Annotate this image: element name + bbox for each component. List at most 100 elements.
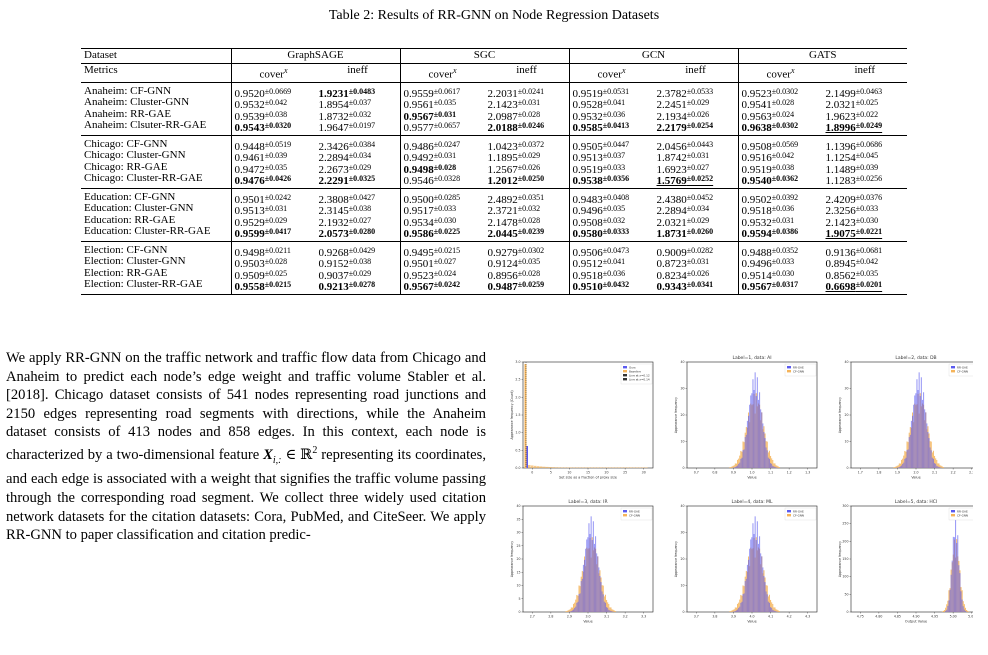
- method-name-cell: Anaheim: CF-GNN Anaheim: Cluster-GNN Anahe…: [81, 82, 231, 136]
- bar-rr-gae: [604, 602, 606, 612]
- bar-baseline: [567, 467, 570, 468]
- bar-rr-gae: [744, 437, 746, 468]
- legend-swatch: [623, 514, 627, 517]
- table-value: 2.3145±0.038: [319, 203, 397, 217]
- bar-rr-gae: [599, 575, 601, 612]
- bar-rr-gae: [735, 610, 737, 612]
- bar-rr-gae: [740, 602, 742, 612]
- bar-cf-gnn: [735, 463, 737, 468]
- value-mean: 0.9512: [572, 258, 603, 271]
- bar-rr-gae: [932, 458, 934, 468]
- bar-rr-gae: [937, 466, 939, 468]
- y-tick-label: 50: [844, 592, 848, 596]
- table-row: Chicago: CF-GNN Chicago: Cluster-GNN Chica…: [81, 135, 907, 189]
- bar-rr-gae: [754, 516, 756, 612]
- bar-rr-gae: [771, 463, 773, 468]
- legend-label: RR-GAE: [629, 509, 640, 513]
- value-cell: 2.4892±0.0351 2.3721±0.032 2.1478±0.028 2.0…: [484, 188, 569, 242]
- value-std: ±0.030: [855, 215, 879, 225]
- x-tick-label: 1.3: [805, 471, 810, 475]
- value-mean: 1.1396: [825, 140, 856, 153]
- x-tick-label: 3.1: [604, 615, 609, 619]
- bar-rr-gae: [913, 404, 915, 468]
- y-tick-label: 0.5: [515, 448, 520, 452]
- bar-rr-gae: [902, 463, 904, 468]
- bar-rr-gae: [602, 594, 604, 612]
- bar-rr-gae: [749, 404, 751, 468]
- bar-baseline: [573, 467, 576, 468]
- value-cell: 0.9523±0.0302 0.9541±0.028 0.9563±0.024 0.9…: [737, 82, 823, 136]
- bar-cf-gnn: [770, 455, 772, 468]
- bar-rr-gae: [760, 409, 762, 468]
- value-std: ±0.0254: [686, 121, 714, 131]
- table-value: 2.4209±0.0376: [826, 192, 905, 206]
- value-mean: 2.2673: [318, 163, 349, 176]
- value-mean: 1.2012: [487, 175, 518, 188]
- value-std: ±0.035: [517, 257, 541, 267]
- value-std: ±0.0417: [264, 227, 292, 237]
- value-mean: 0.9546: [403, 175, 434, 188]
- y-tick-label: 1.0: [515, 431, 520, 435]
- bar-rr-gae: [948, 600, 950, 612]
- value-mean: 2.2894: [656, 205, 687, 218]
- table-value: 0.9498±0.028: [404, 162, 482, 176]
- bar-baseline: [642, 467, 645, 468]
- table-value: 0.9506±0.0473: [572, 245, 651, 259]
- value-mean: 0.9279: [487, 246, 518, 259]
- table-value: 0.9483±0.0408: [573, 192, 651, 206]
- bar-rr-gae: [753, 534, 755, 612]
- legend-label: CF-GNN: [629, 513, 640, 517]
- table-value: 0.9487±0.0259: [487, 279, 566, 294]
- table-value: 0.9540±0.0362: [742, 173, 820, 187]
- value-mean: 0.9517: [403, 205, 434, 218]
- bar-cf-gnn: [738, 602, 740, 612]
- table-value: 0.9561±0.035: [404, 97, 482, 111]
- value-std: ±0.0333: [602, 227, 630, 237]
- value-mean: 0.9487: [487, 281, 518, 294]
- value-mean: 0.9523: [741, 87, 772, 100]
- bar-rr-gae: [735, 466, 737, 468]
- value-cell: 0.9500±0.0285 0.9517±0.033 0.9534±0.030 0.9…: [399, 188, 485, 242]
- dataset-group: Education: CF-GNN Education: Cluster-GNN E…: [81, 188, 907, 242]
- value-std: ±0.029: [686, 215, 710, 225]
- table-value: 1.0423±0.0372: [488, 139, 566, 153]
- table-value: 0.9448±0.0519: [235, 139, 313, 153]
- value-cell: 0.9488±0.0352 0.9496±0.033 0.9514±0.030 0.9…: [737, 241, 823, 295]
- value-mean: 0.9513: [572, 152, 603, 165]
- value-mean: 0.9528: [572, 99, 603, 112]
- bar-rr-gae: [609, 610, 611, 612]
- bar-rr-gae: [923, 392, 925, 468]
- value-mean: 0.9518: [572, 269, 603, 282]
- bar-rr-gae: [597, 556, 599, 612]
- value-mean: 0.9506: [572, 246, 603, 259]
- x-tick-label: 10: [567, 471, 571, 475]
- table-value: 0.9213±0.0278: [319, 279, 397, 293]
- table-value: 0.9508±0.032: [573, 215, 651, 229]
- bar-rr-gae: [767, 601, 769, 612]
- bar-rr-gae: [905, 457, 907, 468]
- legend-label: CF-GNN: [957, 369, 968, 373]
- value-std: ±0.026: [686, 268, 710, 278]
- y-tick-label: 40: [680, 360, 684, 364]
- table-value: 0.9501±0.027: [404, 256, 482, 270]
- value-std: ±0.0211: [264, 245, 291, 255]
- table-value: 0.9580±0.0333: [573, 226, 651, 240]
- bar-rr-gae: [958, 565, 960, 612]
- bar-cf-gnn: [569, 609, 571, 612]
- table-value: 1.8954±0.037: [319, 97, 397, 111]
- bar-rr-gae: [767, 457, 769, 468]
- bar-cf-gnn: [732, 465, 734, 468]
- y-tick-label: 10: [844, 440, 848, 444]
- bar-rr-gae: [577, 601, 579, 612]
- legend-swatch: [951, 510, 955, 513]
- legend-label: RR-GAE: [957, 365, 968, 369]
- bar-rr-gae: [741, 457, 743, 468]
- value-std: ±0.0215: [264, 280, 292, 290]
- bar-rr-gae: [947, 605, 949, 612]
- value-std: ±0.0302: [771, 121, 799, 131]
- value-cell: 0.9009±0.0282 0.8723±0.031 0.8234±0.026 0.9…: [653, 241, 738, 295]
- bar-cf-gnn: [575, 599, 577, 612]
- y-axis-label: Appearance frequency: [838, 397, 842, 433]
- value-mean: 0.9558: [234, 281, 265, 294]
- metric-cover-header: coverx: [568, 63, 654, 83]
